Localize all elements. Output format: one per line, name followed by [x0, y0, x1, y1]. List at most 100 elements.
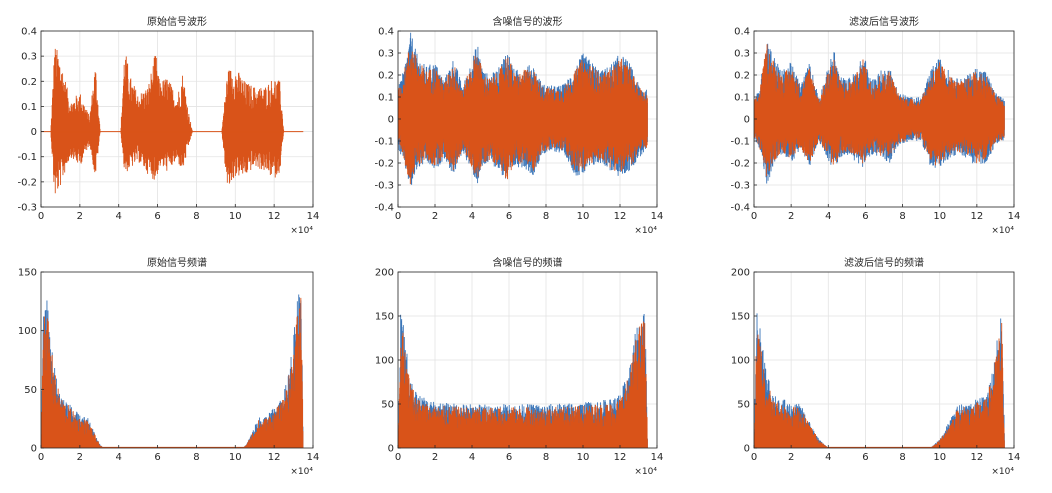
orig-spectrum-xtick-label: 10 [229, 452, 242, 463]
filtered-spectrum-xtick-label: 14 [1008, 452, 1021, 463]
orig-wave-xtick-label: 4 [116, 211, 122, 222]
orig-spectrum-axes-box [40, 271, 314, 449]
filtered-wave-xtick-label: 2 [788, 211, 794, 222]
orig-spectrum-xtick-label: 8 [193, 452, 199, 463]
filtered-wave-ytick-label: -0.4 [730, 203, 750, 214]
filtered-spectrum-ytick-label: 50 [737, 400, 750, 411]
noisy-spectrum-xtick-label: 0 [395, 452, 401, 463]
filtered-spectrum-xtick-label: 0 [751, 452, 757, 463]
orig-wave-ytick-label: 0.3 [21, 52, 37, 63]
noisy-spectrum-xtick-label: 8 [543, 452, 549, 463]
filtered-wave-ytick-label: -0.1 [730, 137, 750, 148]
filtered-spectrum-xtick-label: 6 [862, 452, 868, 463]
noisy-wave-ytick-label: -0.4 [374, 203, 394, 214]
filtered-spectrum-xtick-label: 10 [933, 452, 946, 463]
orig-spectrum-xtick-label: 4 [116, 452, 122, 463]
orig-wave-ytick-label: 0.4 [21, 27, 37, 38]
filtered-spectrum-xtick-label: 2 [788, 452, 794, 463]
noisy-spectrum-title: 含噪信号的频谱 [493, 256, 563, 269]
orig-wave-xtick-label: 6 [154, 211, 160, 222]
noisy-wave-ytick-label: -0.2 [374, 159, 394, 170]
filtered-spectrum-xtick-label: 4 [825, 452, 831, 463]
orig-spectrum-plot-area [41, 272, 313, 448]
filtered-spectrum-panel: 0 2 4 6 8 10 12 14 0 50 100 150 200 ×10⁴ 滤波后信号的频谱 [731, 256, 1020, 477]
noisy-wave-xtick-label: 12 [614, 211, 627, 222]
orig-spectrum-ytick-label: 50 [24, 385, 37, 396]
orig-spectrum-xtick-label: 6 [154, 452, 160, 463]
orig-spectrum-xtick-label: 2 [77, 452, 83, 463]
orig-spectrum-xtick-label: 0 [38, 452, 44, 463]
orig-wave-title: 原始信号波形 [147, 15, 207, 28]
orig-spectrum-panel: 0 2 4 6 8 10 12 14 0 50 100 150 ×10⁴ 原始信号频谱 [18, 256, 319, 477]
filtered-wave-xtick-label: 4 [825, 211, 831, 222]
filtered-wave-ytick-label: -0.3 [730, 181, 750, 192]
noisy-spectrum-ytick-label: 200 [375, 268, 394, 279]
noisy-spectrum-ytick-label: 150 [375, 312, 394, 323]
noisy-spectrum-ytick-label: 0 [388, 444, 394, 455]
orig-wave-ytick-label: -0.1 [17, 152, 37, 163]
orig-spectrum-xtick-label: 12 [268, 452, 281, 463]
orig-spectrum-title: 原始信号频谱 [147, 256, 207, 269]
noisy-wave-x-exponent: ×10⁴ [634, 226, 657, 236]
noisy-wave-ytick-label: 0.1 [378, 93, 394, 104]
orig-wave-xtick-label: 0 [38, 211, 44, 222]
filtered-wave-xtick-label: 10 [933, 211, 946, 222]
orig-spectrum-ytick-label: 0 [31, 444, 37, 455]
filtered-wave-ytick-label: 0.4 [734, 27, 750, 38]
filtered-spectrum-ytick-label: 100 [731, 356, 750, 367]
orig-spectrum-ytick-label: 150 [18, 268, 37, 279]
orig-spectrum-xtick-label: 14 [307, 452, 320, 463]
noisy-wave-ytick-label: -0.3 [374, 181, 394, 192]
filtered-spectrum-ytick-label: 150 [731, 312, 750, 323]
noisy-wave-xtick-label: 8 [543, 211, 549, 222]
filtered-spectrum-trace [754, 313, 1005, 448]
orig-wave-ytick-label: -0.2 [17, 177, 37, 188]
orig-wave-xtick-label: 8 [193, 211, 199, 222]
orig-wave-xtick-label: 10 [229, 211, 242, 222]
filtered-wave-title: 滤波后信号波形 [849, 15, 919, 28]
filtered-spectrum-ytick-label: 0 [744, 444, 750, 455]
noisy-wave-ytick-label: 0.4 [378, 27, 394, 38]
filtered-wave-xtick-label: 12 [970, 211, 983, 222]
orig-wave-trace [41, 48, 304, 194]
filtered-spectrum-x-exponent: ×10⁴ [991, 467, 1014, 477]
noisy-wave-ytick-label: 0.3 [378, 49, 394, 60]
orig-spectrum-x-exponent: ×10⁴ [290, 467, 313, 477]
filtered-wave-trace [754, 43, 1005, 184]
orig-wave-x-exponent: ×10⁴ [290, 226, 313, 236]
noisy-spectrum-x-exponent: ×10⁴ [634, 467, 657, 477]
filtered-wave-ytick-label: 0.3 [734, 49, 750, 60]
filtered-wave-ytick-label: 0.1 [734, 93, 750, 104]
noisy-wave-ytick-label: -0.1 [374, 137, 394, 148]
filtered-wave-xtick-label: 6 [862, 211, 868, 222]
filtered-wave-panel: 0 2 4 6 8 10 12 14 -0.4 -0.3 -0.2 -0.1 0 0.1 0.2 0.3 0.4… [730, 15, 1020, 236]
noisy-wave-ytick-label: 0 [388, 115, 394, 126]
noisy-wave-panel: 0 2 4 6 8 10 12 14 -0.4 -0.3 -0.2 -0.1 0 0.1 0.2 0.3 0.4… [374, 15, 663, 236]
orig-wave-axes-box [40, 30, 314, 208]
noisy-wave-trace [398, 32, 648, 185]
orig-wave-ytick-label: 0 [31, 127, 37, 138]
noisy-spectrum-xtick-label: 10 [577, 452, 590, 463]
noisy-wave-xtick-label: 14 [651, 211, 664, 222]
noisy-spectrum-xtick-label: 6 [506, 452, 512, 463]
noisy-wave-xtick-label: 6 [506, 211, 512, 222]
orig-wave-ytick-label: 0.1 [21, 102, 37, 113]
noisy-wave-title: 含噪信号的波形 [493, 15, 563, 28]
noisy-wave-xtick-label: 10 [577, 211, 590, 222]
noisy-spectrum-xtick-label: 12 [614, 452, 627, 463]
orig-spectrum-trace [41, 294, 304, 448]
noisy-spectrum-ytick-label: 100 [375, 356, 394, 367]
orig-wave-ytick-label: 0.2 [21, 77, 37, 88]
noisy-spectrum-xtick-label: 14 [651, 452, 664, 463]
filtered-wave-xtick-label: 14 [1008, 211, 1021, 222]
noisy-wave-ytick-label: 0.2 [378, 71, 394, 82]
filtered-wave-ytick-label: 0.2 [734, 71, 750, 82]
orig-wave-xtick-label: 2 [77, 211, 83, 222]
filtered-spectrum-ytick-label: 200 [731, 268, 750, 279]
orig-spectrum-ytick-label: 100 [18, 326, 37, 337]
noisy-wave-xtick-label: 4 [469, 211, 475, 222]
filtered-spectrum-xtick-label: 8 [899, 452, 905, 463]
orig-wave-xtick-label: 12 [268, 211, 281, 222]
orig-wave-panel: 0 2 4 6 8 10 12 14 -0.3 -0.2 -0.1 0 0.1 0.2 0.3 0.4 ×10⁴… [17, 15, 319, 236]
